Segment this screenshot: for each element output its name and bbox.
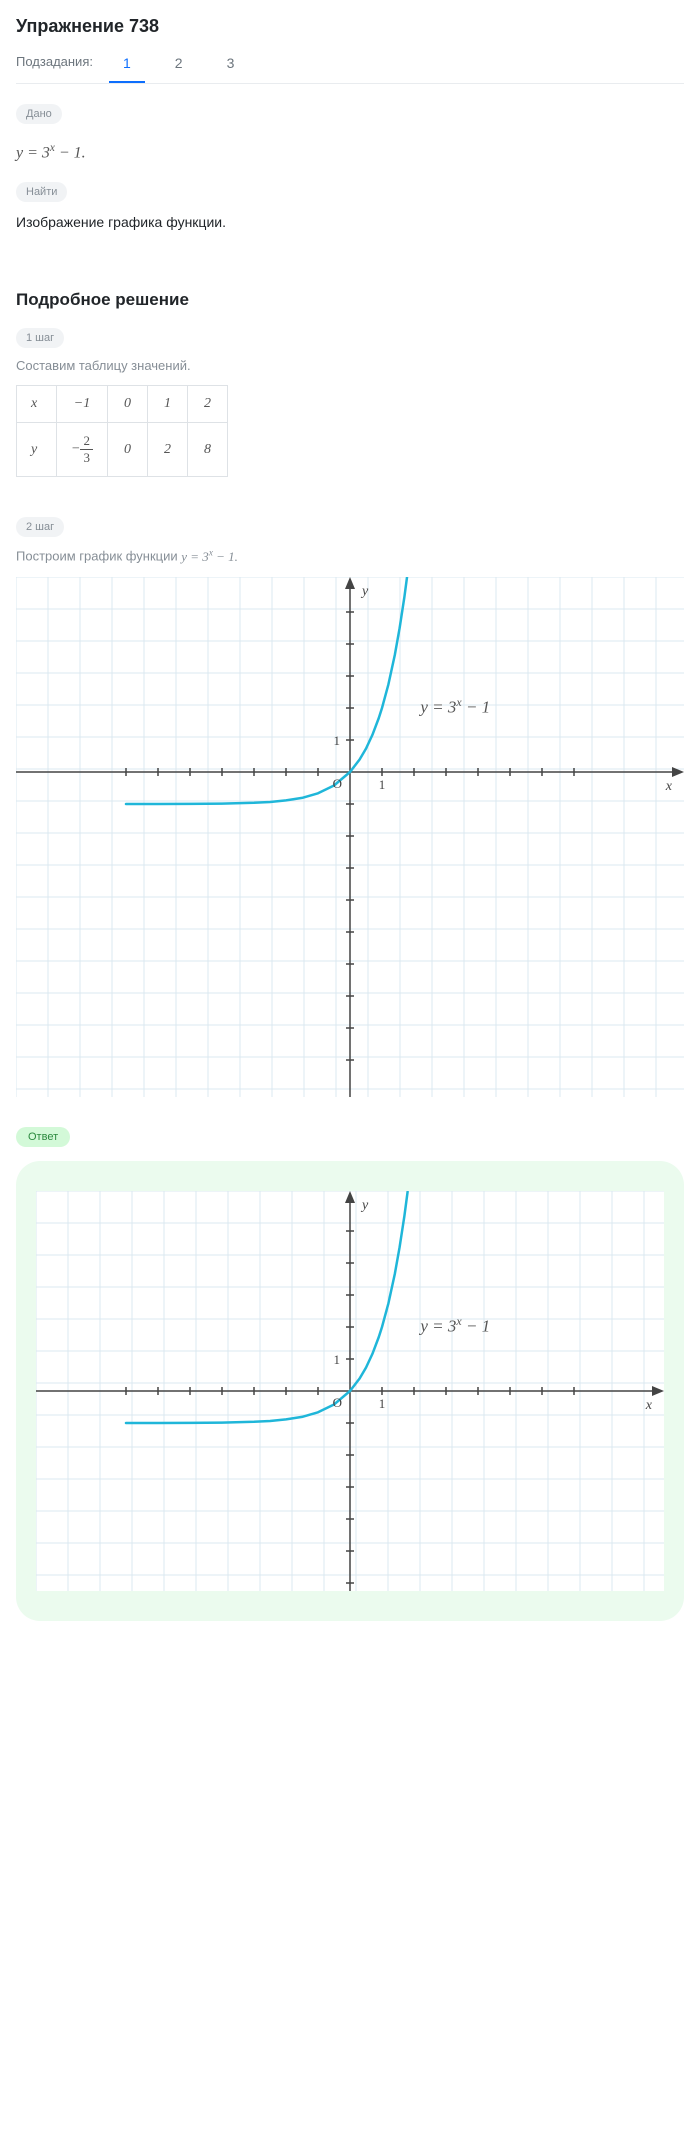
solution-title: Подробное решение: [16, 290, 684, 310]
table-row-x: x −1 0 1 2: [17, 386, 228, 423]
find-text: Изображение графика функции.: [16, 214, 684, 230]
svg-text:x: x: [665, 779, 673, 794]
sub-task-tabs: Подзадания: 1 2 3: [16, 49, 684, 84]
svg-text:1: 1: [334, 1352, 341, 1367]
svg-text:1: 1: [334, 733, 341, 748]
chart-caption: y = 3x − 1: [420, 1314, 490, 1337]
cell: 8: [187, 423, 227, 477]
cell: 2: [187, 386, 227, 423]
table-row-y: y −23 0 2 8: [17, 423, 228, 477]
cell: 0: [107, 423, 147, 477]
find-badge: Найти: [16, 182, 67, 202]
chart-caption: y = 3x − 1: [420, 695, 490, 718]
sub-tasks-label: Подзадания:: [16, 54, 93, 79]
step1-badge: 1 шаг: [16, 328, 64, 348]
svg-text:x: x: [645, 1398, 653, 1413]
given-badge: Дано: [16, 104, 62, 124]
cell: −1: [57, 386, 108, 423]
step2-text: Построим график функции y = 3x − 1.: [16, 547, 684, 564]
row-x-label: x: [17, 386, 57, 423]
answer-box: O 1 1 x y y = 3x − 1: [16, 1161, 684, 1621]
tab-1[interactable]: 1: [109, 49, 145, 83]
svg-text:1: 1: [379, 1396, 386, 1411]
value-table: x −1 0 1 2 y −23 0 2 8: [16, 385, 228, 477]
cell: 0: [107, 386, 147, 423]
step1-text: Составим таблицу значений.: [16, 358, 684, 373]
tab-2[interactable]: 2: [161, 49, 197, 83]
given-formula: y = 3x − 1.: [16, 142, 684, 162]
cell: −23: [57, 423, 108, 477]
solution-chart: O 1 1 x y y = 3x − 1: [16, 577, 684, 1097]
answer-badge: Ответ: [16, 1127, 70, 1147]
cell: 1: [147, 386, 187, 423]
step2-text-prefix: Построим график функции: [16, 549, 181, 564]
svg-text:y: y: [360, 584, 369, 599]
svg-text:1: 1: [379, 777, 386, 792]
exercise-title: Упражнение 738: [16, 16, 684, 37]
svg-text:y: y: [360, 1198, 369, 1213]
row-y-label: y: [17, 423, 57, 477]
step2-badge: 2 шаг: [16, 517, 64, 537]
tab-3[interactable]: 3: [213, 49, 249, 83]
svg-text:O: O: [333, 776, 342, 791]
answer-chart: O 1 1 x y y = 3x − 1: [36, 1191, 664, 1591]
cell: 2: [147, 423, 187, 477]
svg-text:O: O: [333, 1395, 342, 1410]
step2-formula: y = 3x − 1.: [181, 549, 238, 564]
